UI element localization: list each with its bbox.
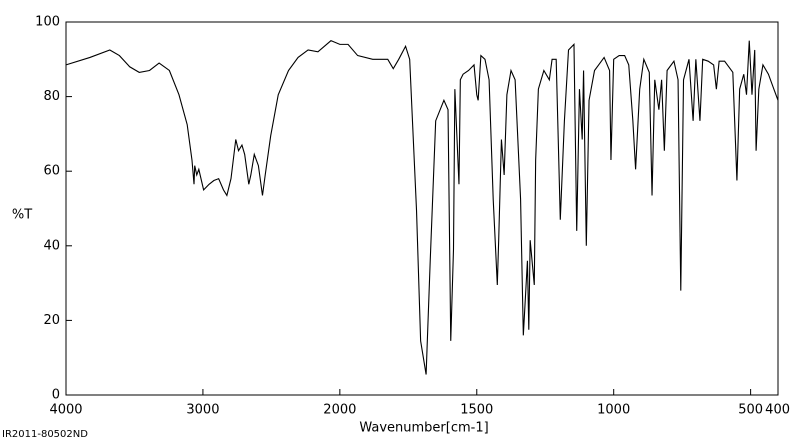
y-tick-label: 0	[52, 388, 60, 403]
y-axis-label: %T	[12, 208, 32, 223]
x-tick-label: 1000	[597, 403, 630, 418]
x-tick-label: 3000	[186, 403, 219, 418]
footnote: IR2011-80502ND	[2, 429, 88, 440]
x-tick-label: 1500	[460, 403, 493, 418]
y-tick-label: 100	[35, 15, 60, 30]
x-axis-label: Wavenumber[cm-1]	[359, 421, 488, 436]
y-tick-label: 80	[43, 89, 60, 104]
y-tick-label: 60	[43, 164, 60, 179]
x-tick-label: 400	[765, 403, 790, 418]
plot-frame	[65, 21, 779, 396]
x-tick-label: 500	[738, 403, 763, 418]
y-tick-label: 40	[43, 238, 60, 253]
x-tick-label: 4000	[49, 403, 82, 418]
y-tick-label: 20	[43, 313, 60, 328]
spectrum-line	[65, 40, 779, 375]
x-tick-label: 2000	[323, 403, 356, 418]
